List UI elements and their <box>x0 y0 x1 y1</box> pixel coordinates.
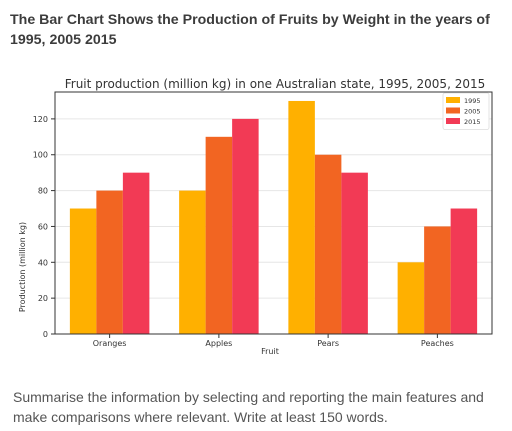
legend-label: 2015 <box>464 118 481 126</box>
legend-label: 2005 <box>464 108 481 116</box>
bar-oranges-2015 <box>122 172 150 334</box>
bar-peaches-1995 <box>397 262 425 334</box>
bar-chart: Fruit production (million kg) in one Aus… <box>18 77 493 356</box>
y-tick-label: 20 <box>38 294 48 303</box>
y-tick-label: 40 <box>38 258 48 267</box>
x-tick-label: Peaches <box>421 339 454 348</box>
y-tick-label: 80 <box>38 187 48 196</box>
y-axis-label: Production (million kg) <box>18 222 27 312</box>
chart-title: Fruit production (million kg) in one Aus… <box>65 77 486 91</box>
legend-swatch <box>446 97 460 103</box>
x-tick-label: Apples <box>205 339 232 348</box>
bar-apples-2015 <box>232 118 259 334</box>
bar-apples-1995 <box>179 190 206 334</box>
y-tick-label: 120 <box>33 115 48 124</box>
bar-pears-2015 <box>341 172 368 334</box>
legend-swatch <box>446 107 460 114</box>
task-prompt: Summarise the information by selecting a… <box>13 389 484 425</box>
plot-frame <box>54 91 493 335</box>
bar-peaches-2005 <box>424 226 451 334</box>
page-heading: The Bar Chart Shows the Production of Fr… <box>10 12 490 48</box>
bar-pears-2005 <box>314 154 342 334</box>
legend-label: 1995 <box>464 97 481 105</box>
y-tick-label: 0 <box>43 330 48 339</box>
x-tick-label: Pears <box>317 339 339 348</box>
x-tick-label: Oranges <box>93 339 127 348</box>
bar-pears-1995 <box>288 100 315 334</box>
legend-swatch <box>446 118 460 124</box>
bar-oranges-2005 <box>96 190 123 334</box>
chart-legend: 1995 2005 2015 <box>442 92 490 130</box>
bar-peaches-2015 <box>450 208 478 334</box>
bar-oranges-1995 <box>69 208 97 334</box>
y-tick-label: 100 <box>33 151 48 160</box>
x-axis-label: Fruit <box>261 347 279 356</box>
y-tick-label: 60 <box>38 222 48 231</box>
bar-apples-2005 <box>205 136 233 334</box>
